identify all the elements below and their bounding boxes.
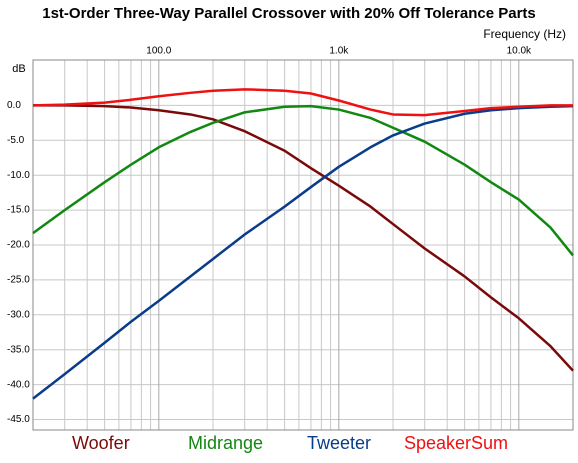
y-tick-label: -30.0 [7, 309, 30, 320]
series-line [32, 104, 574, 257]
x-tick-label: 100.0 [146, 46, 171, 57]
chart-title: 1st-Order Three-Way Parallel Crossover w… [42, 5, 536, 22]
y-tick-label: 0.0 [7, 100, 21, 111]
x-axis-label: Frequency (Hz) [483, 27, 566, 41]
legend-label: Midrange [188, 433, 263, 453]
series-line [32, 88, 573, 117]
y-tick-label: -15.0 [7, 205, 30, 216]
series-line [32, 104, 574, 400]
y-tick-label: -20.0 [7, 240, 30, 251]
y-tick-label: -45.0 [7, 414, 30, 425]
legend-label: Woofer [72, 433, 130, 453]
y-tick-label: -10.0 [7, 170, 30, 181]
y-tick-label: -40.0 [7, 379, 30, 390]
x-tick-label: 1.0k [329, 46, 349, 57]
series-line [33, 104, 574, 372]
legend-label: Tweeter [307, 433, 371, 453]
y-axis-label: dB [12, 63, 25, 75]
y-tick-label: -35.0 [7, 344, 30, 355]
y-tick-label: -5.0 [7, 135, 25, 146]
legend-label: SpeakerSum [404, 433, 508, 453]
y-tick-label: -25.0 [7, 275, 30, 286]
x-tick-label: 10.0k [507, 46, 532, 57]
plot-border [32, 59, 574, 431]
